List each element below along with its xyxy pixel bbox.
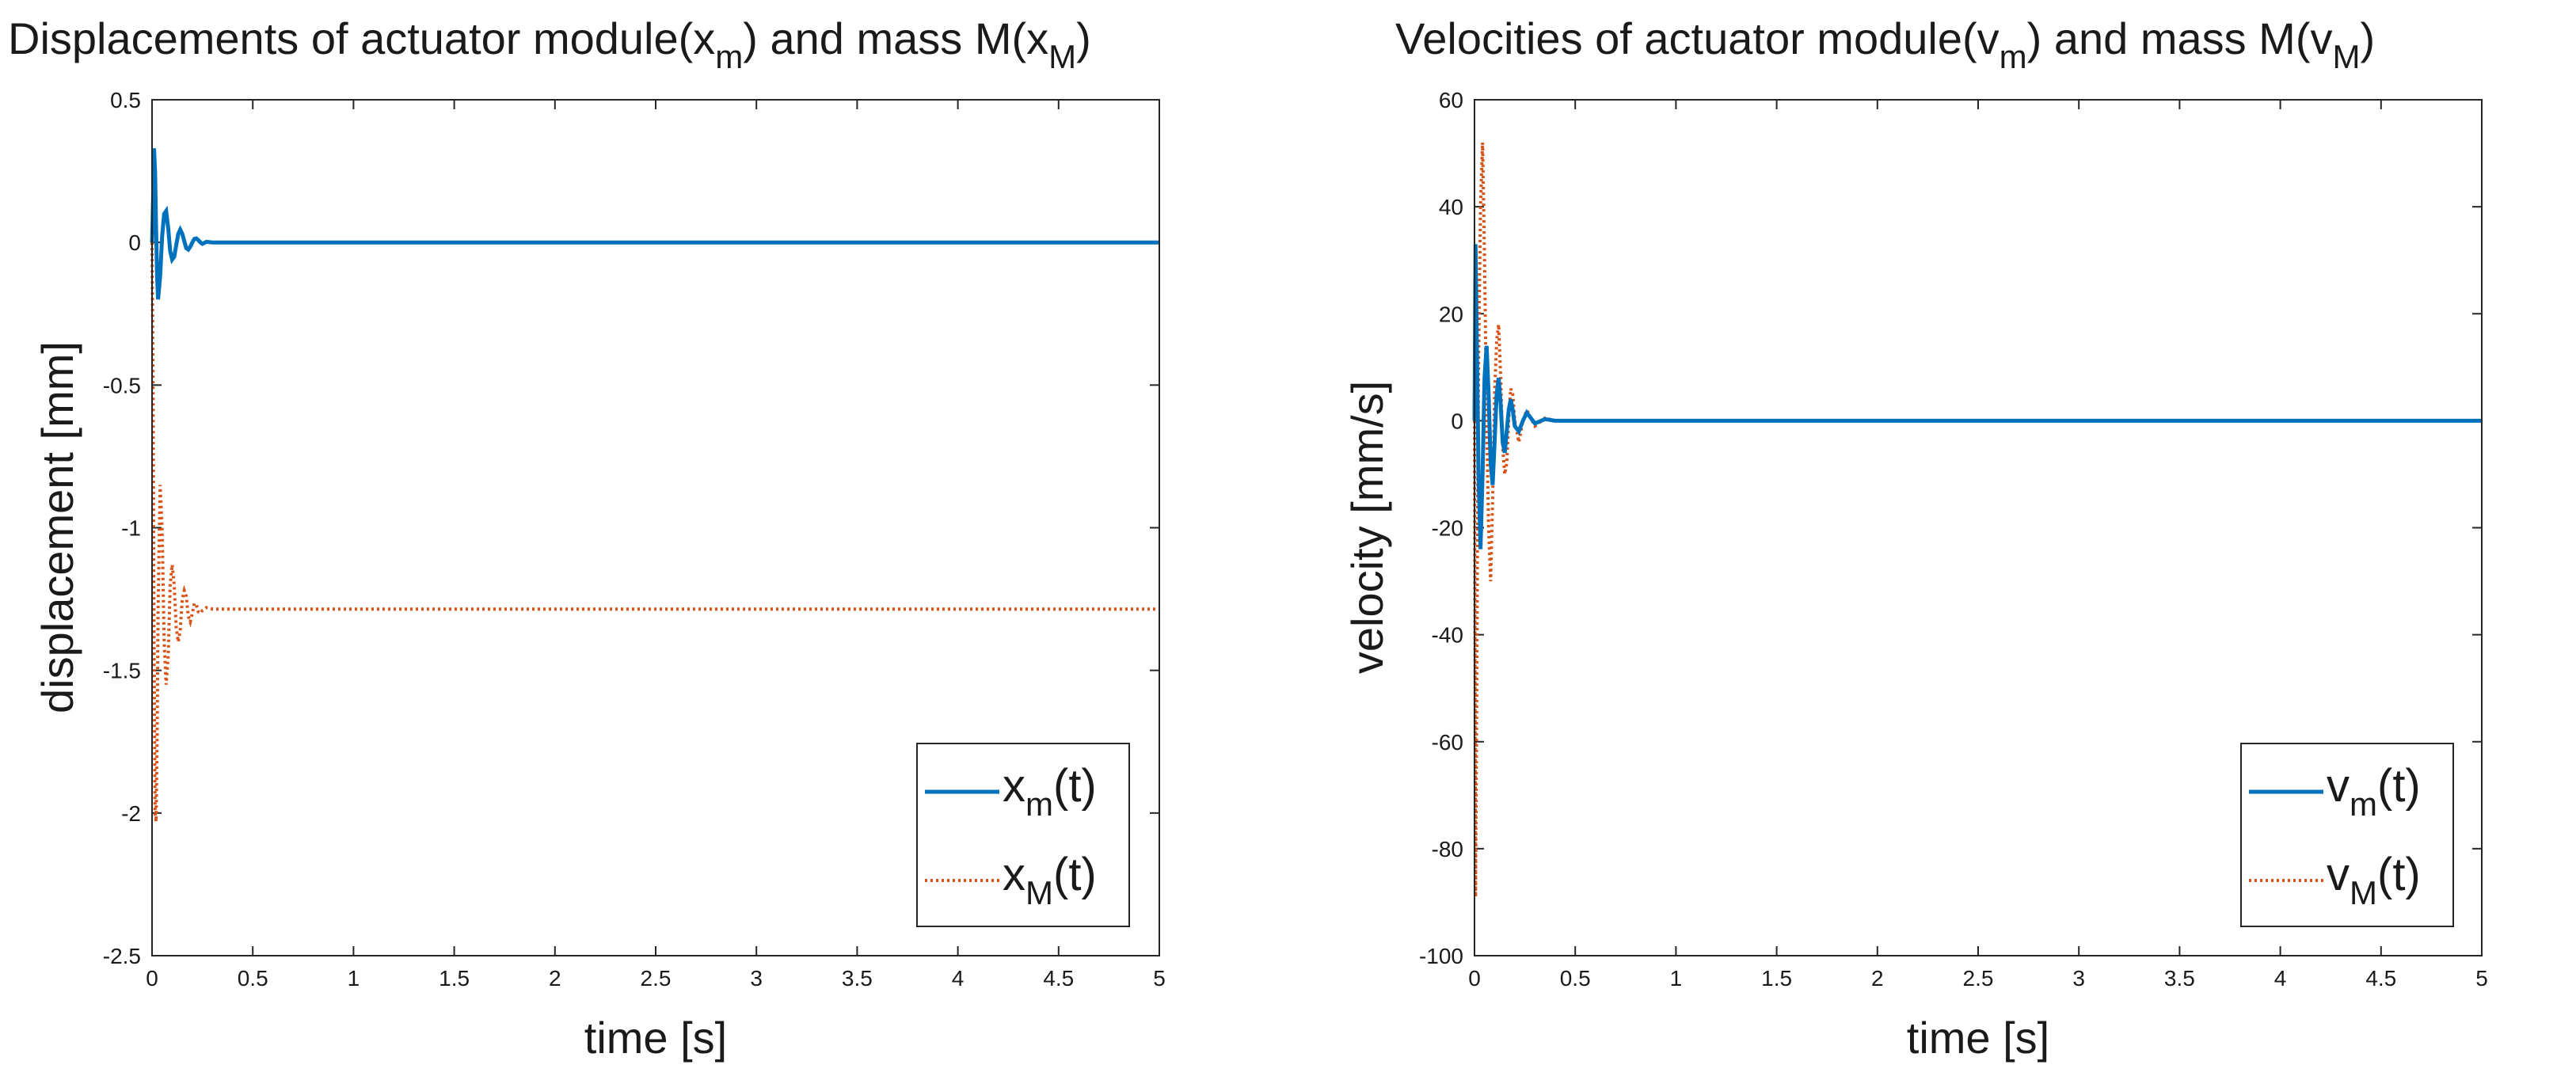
y-tick-label: 0 (128, 230, 141, 255)
legend-label-x-m: xm(t) (1003, 760, 1097, 823)
x-ticks: 0 0.5 1 1.5 2 2.5 3 3.5 4 4.5 5 (146, 100, 1166, 991)
x-tick-label: 2.5 (1963, 966, 1994, 991)
chart-title: Velocities of actuator module(vm) and ma… (1395, 13, 2375, 75)
y-tick-label: -80 (1432, 837, 1463, 861)
x-tick-label: 0 (146, 966, 158, 991)
title-prefix: Velocities of actuator module(v (1395, 13, 2000, 63)
x-tick-label: 2 (1871, 966, 1884, 991)
plot-lines (1472, 143, 2482, 897)
legend-box (2240, 743, 2454, 927)
legend-label-v-M: vM(t) (2327, 849, 2421, 911)
x-tick-label: 3.5 (2164, 966, 2195, 991)
x-axis-label: time [s] (584, 1013, 727, 1063)
x-tick-label: 1 (348, 966, 360, 991)
x-tick-label: 5 (2475, 966, 2488, 991)
y-tick-label: -2.5 (103, 944, 141, 968)
title-middle: ) and mass M(v (2027, 13, 2333, 63)
plot-lines (150, 148, 1159, 822)
y-tick-label: 20 (1439, 302, 1463, 326)
title-suffix: ) (2360, 13, 2375, 63)
title-subscript-M: M (1048, 38, 1076, 75)
x-tick-label: 3 (750, 966, 763, 991)
x-axis-label: time [s] (1907, 1013, 2049, 1063)
legend: vm(t) vM(t) (2240, 743, 2454, 927)
x-tick-label: 4.5 (2365, 966, 2396, 991)
chart-displacement: Displacements of actuator module(xm) and… (8, 13, 1166, 1063)
y-tick-label: -40 (1432, 623, 1463, 648)
chart-velocity: Velocities of actuator module(vm) and ma… (1342, 13, 2488, 1063)
legend-label-v-m: vm(t) (2327, 760, 2421, 823)
y-tick-label: -0.5 (103, 373, 141, 397)
y-axis-label: displacement [mm] (32, 341, 82, 713)
x-tick-label: 0.5 (1560, 966, 1591, 991)
title-subscript-M: M (2332, 38, 2360, 75)
x-tick-label: 4 (952, 966, 965, 991)
y-ticks: 60 40 20 0 -20 -40 -60 -80 -100 (1419, 88, 2482, 968)
y-tick-label: -60 (1432, 730, 1463, 755)
title-suffix: ) (1076, 13, 1091, 63)
x-tick-label: 4.5 (1043, 966, 1074, 991)
chart-title: Displacements of actuator module(xm) and… (8, 13, 1091, 75)
x-tick-label: 2 (549, 966, 561, 991)
y-ticks: 0.5 0 -0.5 -1 -1.5 -2 -2.5 (103, 88, 1159, 968)
y-tick-label: -1.5 (103, 659, 141, 683)
x-tick-label: 4 (2274, 966, 2287, 991)
y-tick-label: -2 (121, 801, 141, 826)
x-tick-label: 3.5 (842, 966, 873, 991)
title-middle: ) and mass M(x (743, 13, 1048, 63)
y-tick-label: -1 (121, 516, 141, 541)
x-tick-label: 1.5 (1761, 966, 1792, 991)
title-subscript-m: m (715, 38, 743, 75)
legend-box (916, 743, 1130, 927)
series-line-x-m (150, 148, 1159, 300)
series-line-v-m (1472, 244, 2482, 550)
y-tick-label: -20 (1432, 516, 1463, 541)
x-tick-label: 5 (1153, 966, 1166, 991)
legend: xm(t) xM(t) (916, 743, 1130, 927)
axes-box (151, 99, 1160, 956)
x-tick-label: 3 (2072, 966, 2085, 991)
legend-label-x-M: xM(t) (1003, 849, 1097, 911)
y-tick-label: 40 (1439, 195, 1463, 219)
x-tick-label: 0 (1468, 966, 1481, 991)
x-tick-label: 1.5 (439, 966, 470, 991)
y-tick-label: -100 (1419, 944, 1463, 968)
y-tick-label: 0.5 (110, 88, 141, 112)
y-axis-label: velocity [mm/s] (1342, 381, 1392, 674)
title-prefix: Displacements of actuator module(x (8, 13, 715, 63)
y-tick-label: 0 (1451, 409, 1463, 433)
y-tick-label: 60 (1439, 88, 1463, 112)
x-tick-label: 2.5 (641, 966, 672, 991)
title-subscript-m: m (2000, 38, 2027, 75)
x-tick-label: 0.5 (238, 966, 268, 991)
series-line-v-M (1473, 143, 2482, 897)
x-ticks: 0 0.5 1 1.5 2 2.5 3 3.5 4 4.5 5 (1468, 100, 2488, 991)
x-tick-label: 1 (1670, 966, 1683, 991)
axes-box (1474, 99, 2483, 956)
